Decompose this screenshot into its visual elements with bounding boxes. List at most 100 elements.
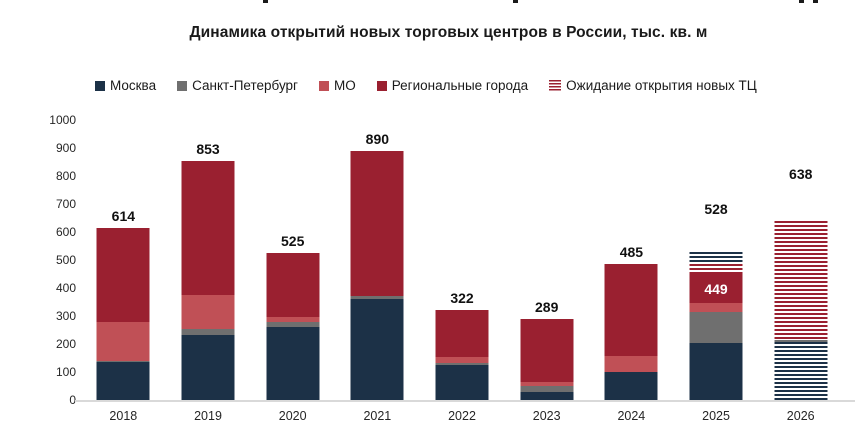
bar-slot-2020: 525 2020 [250, 120, 335, 423]
legend-label: МО [333, 78, 356, 93]
bar-segment-spb [181, 329, 235, 336]
clipped-text-remnant [513, 0, 518, 3]
bar-segment-spb [96, 360, 150, 363]
bar-segment-moscow [350, 299, 404, 400]
bar-segment-regions [520, 319, 574, 382]
bar-total-label: 890 [365, 130, 390, 147]
bar-segment-mo [520, 381, 574, 386]
bar-segment-moscow [435, 365, 489, 400]
chart-title: Динамика открытий новых торговых центров… [189, 24, 708, 41]
bar-segment-regions [181, 161, 235, 296]
bar-slot-2019: 853 2019 [166, 120, 251, 423]
bar-segment-spb [520, 385, 574, 392]
bar-segment-mo [266, 316, 320, 323]
bar-total-label: 853 [196, 141, 220, 158]
bar-segment-moscow [266, 326, 320, 400]
bar-segment-mo [435, 356, 489, 363]
bar-segment-regions [350, 150, 404, 296]
x-axis-label: 2026 [786, 409, 815, 423]
legend: Москва Санкт-Петербург МО Региональные горо… [95, 78, 757, 93]
bar-2021 [350, 150, 404, 400]
bar-slot-2018: 614 2018 [81, 120, 166, 423]
bar-2019 [181, 161, 235, 400]
x-axis-label: 2018 [109, 409, 138, 423]
x-axis-label: 2020 [278, 409, 307, 423]
bar-segment-expected-moscow [774, 342, 828, 400]
bar-segment-regions [435, 309, 489, 357]
y-tick-label: 500 [55, 253, 76, 267]
x-axis-label: 2021 [363, 409, 392, 423]
y-tick-label: 200 [55, 337, 76, 351]
bar-segment-expected-moscow [689, 252, 743, 265]
bar-segment-moscow [181, 335, 235, 400]
y-tick-label: 300 [55, 309, 76, 323]
bar-slot-2026: 638 2026 [758, 120, 843, 423]
clipped-text-remnant [799, 0, 804, 3]
x-axis-label: 2025 [702, 409, 730, 423]
bar-segment-moscow [604, 372, 658, 400]
bar-total-label: 638 [789, 166, 813, 183]
bar-segment-spb [435, 362, 489, 365]
swatch-icon [95, 80, 105, 91]
bar-segment-spb [689, 312, 743, 344]
x-axis-label: 2022 [448, 409, 476, 423]
legend-item-moscow: Москва [95, 78, 156, 93]
x-axis-label: 2023 [532, 409, 561, 423]
bar-segment-mo [181, 295, 235, 330]
x-axis-label: 2019 [194, 409, 222, 423]
y-tick-label: 800 [55, 169, 76, 183]
bar-slot-2025: 449 528 2025 [674, 120, 759, 423]
bar-segment-expected-spb [774, 339, 828, 343]
bar-total-label: 528 [704, 201, 728, 218]
bar-2023 [520, 319, 574, 400]
bar-total-label: 614 [111, 208, 136, 225]
bar-segment-moscow [520, 391, 574, 400]
bar-2018 [96, 228, 150, 400]
bar-segment-spb [266, 322, 320, 327]
bar-total-label: 525 [281, 233, 305, 249]
bar-total-label: 485 [619, 244, 644, 261]
bar-slot-2022: 322 2022 [420, 120, 505, 423]
bar-segment-mo [689, 302, 743, 313]
bar-2025: 449 [689, 252, 743, 400]
bar-segment-mo [604, 356, 658, 372]
y-tick-label: 1000 [49, 113, 76, 127]
swatch-icon [177, 80, 188, 91]
bar-segment-mo [96, 321, 150, 361]
y-axis: 0 100 200 300 400 500 600 700 800 900 1000 [30, 113, 76, 407]
legend-label: Москва [110, 78, 157, 93]
clipped-text-remnant [813, 0, 818, 3]
bar-slot-2021: 890 2021 [335, 120, 420, 423]
bar-segment-regions [266, 253, 320, 317]
bar-slot-2023: 289 2023 [504, 120, 589, 423]
y-tick-label: 900 [55, 141, 76, 155]
bar-segment-spb [350, 295, 404, 300]
bar-2024 [604, 264, 658, 400]
bar-segment-regions [96, 228, 150, 322]
legend-item-spb: Санкт-Петербург [177, 78, 298, 93]
bar-slot-2024: 485 2024 [589, 120, 674, 423]
bar-total-label: 322 [450, 289, 474, 306]
bar-2026 [774, 221, 828, 400]
legend-item-expected: Ожидание открытия новых ТЦ [549, 78, 757, 93]
bar-segment-moscow [689, 343, 743, 400]
bar-segment-expected-regions [774, 221, 828, 340]
bar-segment-regions: 449 [689, 274, 743, 303]
bars-area: 614 2018 853 2019 525 2020 890 2021 322 2022 289 20… [81, 120, 843, 423]
bar-2020 [266, 253, 320, 400]
y-tick-label: 600 [55, 225, 76, 239]
striped-swatch-icon [549, 80, 562, 91]
inner-value-label: 449 [704, 280, 728, 297]
y-tick-label: 400 [55, 281, 76, 295]
legend-item-mo: МО [318, 78, 356, 93]
y-tick-label: 0 [69, 393, 76, 407]
bar-segment-expected-regions [689, 264, 743, 275]
bar-2022 [435, 309, 489, 400]
legend-label: Ожидание открытия новых ТЦ [566, 78, 757, 93]
x-axis-line [75, 400, 855, 402]
swatch-icon [376, 80, 387, 91]
clipped-text-remnant [263, 0, 268, 3]
bar-segment-regions [604, 264, 658, 357]
legend-label: Региональные города [391, 78, 529, 93]
